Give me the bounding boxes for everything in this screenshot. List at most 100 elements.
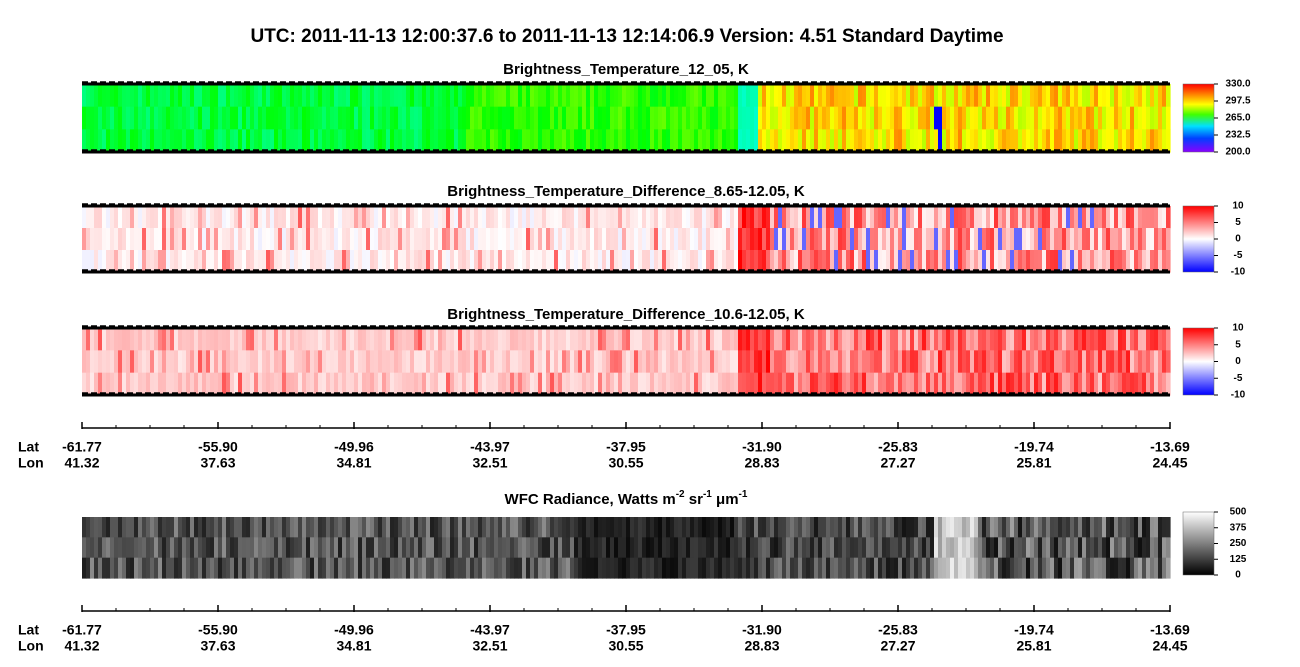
image-pixel bbox=[678, 372, 683, 396]
image-pixel bbox=[838, 350, 843, 374]
image-pixel bbox=[1050, 106, 1055, 130]
image-pixel bbox=[286, 537, 291, 559]
image-pixel bbox=[478, 517, 483, 538]
image-pixel bbox=[246, 206, 251, 229]
image-pixel bbox=[262, 84, 267, 108]
image-pixel bbox=[826, 537, 831, 559]
image-pixel bbox=[98, 537, 103, 559]
image-pixel bbox=[902, 350, 907, 374]
image-pixel bbox=[262, 129, 267, 153]
image-pixel bbox=[338, 372, 343, 396]
image-pixel bbox=[550, 372, 555, 396]
image-pixel bbox=[318, 228, 323, 251]
image-pixel bbox=[574, 228, 579, 251]
image-pixel bbox=[706, 206, 711, 229]
image-pixel bbox=[382, 84, 387, 108]
image-pixel bbox=[238, 350, 243, 374]
image-pixel bbox=[562, 350, 567, 374]
image-pixel bbox=[590, 84, 595, 108]
image-pixel bbox=[270, 537, 275, 559]
image-pixel bbox=[1110, 372, 1115, 396]
image-pixel bbox=[818, 517, 823, 538]
image-pixel bbox=[646, 106, 651, 130]
image-pixel bbox=[1066, 537, 1071, 559]
image-pixel bbox=[258, 350, 263, 374]
image-pixel bbox=[302, 557, 307, 579]
image-pixel bbox=[922, 328, 927, 351]
image-pixel bbox=[950, 106, 955, 130]
image-pixel bbox=[82, 84, 87, 108]
image-pixel bbox=[1018, 129, 1023, 153]
image-pixel bbox=[190, 129, 195, 153]
image-pixel bbox=[858, 372, 863, 396]
image-pixel bbox=[1146, 228, 1151, 251]
image-pixel bbox=[162, 350, 167, 374]
image-pixel bbox=[234, 129, 239, 153]
image-pixel bbox=[142, 106, 147, 130]
image-pixel bbox=[1026, 517, 1031, 538]
image-pixel bbox=[154, 350, 159, 374]
image-pixel bbox=[94, 84, 99, 108]
image-pixel bbox=[110, 557, 115, 579]
colorbar bbox=[1182, 327, 1215, 396]
image-pixel bbox=[662, 557, 667, 579]
image-pixel bbox=[846, 228, 851, 251]
image-pixel bbox=[510, 372, 515, 396]
image-pixel bbox=[610, 537, 615, 559]
image-pixel bbox=[1122, 250, 1127, 273]
image-pixel bbox=[1042, 350, 1047, 374]
image-pixel bbox=[90, 328, 95, 351]
image-pixel bbox=[482, 206, 487, 229]
image-pixel bbox=[422, 206, 427, 229]
image-pixel bbox=[1014, 206, 1019, 229]
image-pixel bbox=[258, 328, 263, 351]
image-pixel bbox=[942, 206, 947, 229]
colorbar-label: 10 bbox=[1232, 323, 1244, 334]
image-pixel bbox=[826, 84, 831, 108]
image-pixel bbox=[670, 328, 675, 351]
image-pixel bbox=[434, 228, 439, 251]
image-pixel bbox=[1094, 106, 1099, 130]
lat-value: -55.90 bbox=[198, 622, 238, 638]
image-pixel bbox=[1034, 517, 1039, 538]
image-pixel bbox=[1138, 328, 1143, 351]
image-pixel bbox=[394, 350, 399, 374]
image-pixel bbox=[1050, 372, 1055, 396]
image-pixel bbox=[990, 206, 995, 229]
image-pixel bbox=[1010, 517, 1015, 538]
image-pixel bbox=[958, 84, 963, 108]
image-pixel bbox=[910, 328, 915, 351]
image-pixel bbox=[86, 557, 91, 579]
image-pixel bbox=[778, 350, 783, 374]
image-pixel bbox=[890, 350, 895, 374]
image-pixel bbox=[510, 129, 515, 153]
image-pixel bbox=[554, 517, 559, 538]
image-pixel bbox=[238, 557, 243, 579]
image-pixel bbox=[746, 517, 751, 538]
image-pixel bbox=[450, 328, 455, 351]
image-pixel bbox=[1050, 350, 1055, 374]
image-pixel bbox=[230, 557, 235, 579]
image-pixel bbox=[1090, 106, 1095, 130]
image-pixel bbox=[282, 372, 287, 396]
image-pixel bbox=[214, 557, 219, 579]
image-pixel bbox=[1130, 557, 1135, 579]
image-pixel bbox=[1006, 328, 1011, 351]
image-pixel bbox=[494, 129, 499, 153]
image-pixel bbox=[870, 517, 875, 538]
image-pixel bbox=[774, 557, 779, 579]
image-pixel bbox=[230, 129, 235, 153]
image-pixel bbox=[302, 517, 307, 538]
image-pixel bbox=[174, 206, 179, 229]
image-pixel bbox=[890, 84, 895, 108]
image-pixel bbox=[858, 328, 863, 351]
image-pixel bbox=[958, 557, 963, 579]
image-pixel bbox=[734, 517, 739, 538]
image-pixel bbox=[290, 557, 295, 579]
image-pixel bbox=[310, 84, 315, 108]
image-pixel bbox=[262, 106, 267, 130]
image-pixel bbox=[638, 250, 643, 273]
image-pixel bbox=[274, 372, 279, 396]
image-pixel bbox=[294, 350, 299, 374]
image-pixel bbox=[654, 228, 659, 251]
